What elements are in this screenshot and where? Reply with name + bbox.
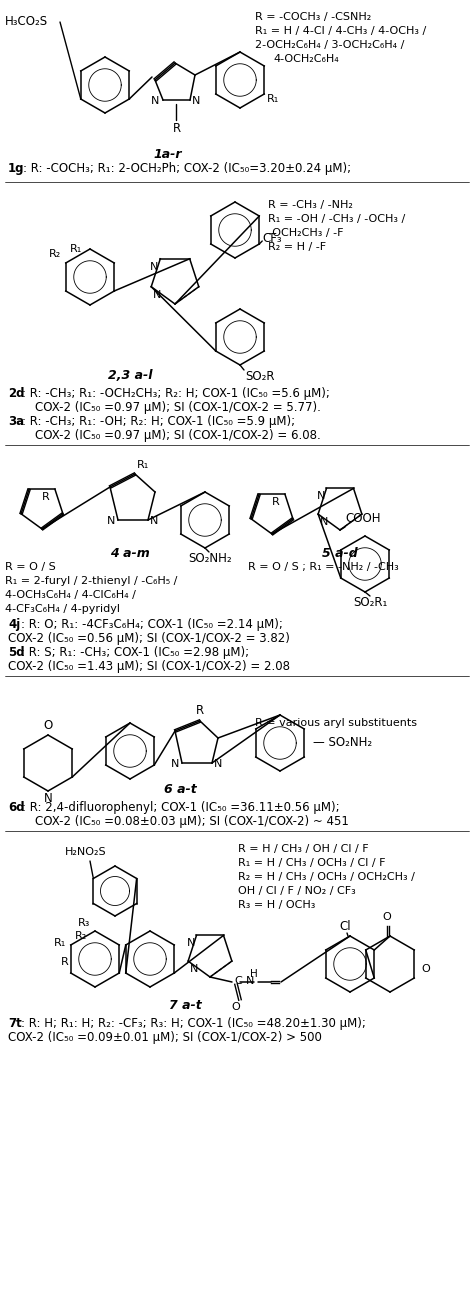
Text: R₁ = H / 4-Cl / 4-CH₃ / 4-OCH₃ /: R₁ = H / 4-Cl / 4-CH₃ / 4-OCH₃ / <box>255 26 426 36</box>
Text: H: H <box>250 969 258 979</box>
Text: COX-2 (IC₅₀ =0.56 μM); SI (COX-1/COX-2 = 3.82): COX-2 (IC₅₀ =0.56 μM); SI (COX-1/COX-2 =… <box>8 632 290 645</box>
Text: R = -CH₃ / -NH₂: R = -CH₃ / -NH₂ <box>268 200 353 210</box>
Text: SO₂R: SO₂R <box>245 370 274 383</box>
Text: H₃CO₂S: H₃CO₂S <box>5 16 48 29</box>
Text: 6 a-t: 6 a-t <box>164 783 196 796</box>
Text: Cl: Cl <box>339 920 351 933</box>
Text: 5 a-d: 5 a-d <box>322 547 358 560</box>
Text: N: N <box>150 516 158 527</box>
Text: N: N <box>187 939 195 948</box>
Text: 4 a-m: 4 a-m <box>110 547 150 560</box>
Text: R: R <box>173 122 181 135</box>
Text: N: N <box>44 792 52 805</box>
Text: R: R <box>272 497 280 507</box>
Text: : R: -CH₃; R₁: -OCH₂CH₃; R₂: H; COX-1 (IC₅₀ =5.6 μM);: : R: -CH₃; R₁: -OCH₂CH₃; R₂: H; COX-1 (I… <box>22 387 330 399</box>
Text: : R: O; R₁: -4CF₃C₆H₄; COX-1 (IC₅₀ =2.14 μM);: : R: O; R₁: -4CF₃C₆H₄; COX-1 (IC₅₀ =2.14… <box>21 617 283 632</box>
Text: N: N <box>192 96 201 106</box>
Text: R₃: R₃ <box>78 918 90 927</box>
Text: R = -COCH₃ / -CSNH₂: R = -COCH₃ / -CSNH₂ <box>255 12 371 22</box>
Text: N: N <box>107 516 115 527</box>
Text: N: N <box>151 96 159 106</box>
Text: 1a-r: 1a-r <box>154 148 182 161</box>
Text: R = O / S: R = O / S <box>5 562 56 572</box>
Text: R₁: R₁ <box>137 460 149 470</box>
Text: R = H / CH₃ / OH / Cl / F: R = H / CH₃ / OH / Cl / F <box>238 844 369 853</box>
Text: H₂NO₂S: H₂NO₂S <box>65 847 107 857</box>
Text: O: O <box>232 1003 240 1012</box>
Text: N: N <box>246 977 255 986</box>
Text: R₁ = -OH / -CH₃ / -OCH₃ /: R₁ = -OH / -CH₃ / -OCH₃ / <box>268 214 405 224</box>
Text: OH / Cl / F / NO₂ / CF₃: OH / Cl / F / NO₂ / CF₃ <box>238 886 356 896</box>
Text: N: N <box>150 262 158 272</box>
Text: SO₂NH₂: SO₂NH₂ <box>188 553 232 565</box>
Text: 5d: 5d <box>8 646 25 659</box>
Text: R: R <box>42 492 50 502</box>
Text: 4j: 4j <box>8 617 20 632</box>
Text: -OCH₂CH₃ / -F: -OCH₂CH₃ / -F <box>268 228 344 239</box>
Text: COOH: COOH <box>345 512 381 525</box>
Text: 2,3 a-l: 2,3 a-l <box>108 370 152 383</box>
Text: C: C <box>234 977 242 986</box>
Text: R₂: R₂ <box>48 249 61 259</box>
Text: COX-2 (IC₅₀ =0.09±0.01 μM); SI (COX-1/COX-2) > 500: COX-2 (IC₅₀ =0.09±0.01 μM); SI (COX-1/CO… <box>8 1031 322 1044</box>
Text: R = O / S ; R₁ = -NH₂ / -CH₃: R = O / S ; R₁ = -NH₂ / -CH₃ <box>248 562 399 572</box>
Text: : R: 2,4-difluorophenyl; COX-1 (IC₅₀ =36.11±0.56 μM);: : R: 2,4-difluorophenyl; COX-1 (IC₅₀ =36… <box>22 802 340 815</box>
Text: 2d: 2d <box>8 387 25 399</box>
Text: O: O <box>44 719 53 732</box>
Text: COX-2 (IC₅₀ =0.97 μM); SI (COX-1/COX-2 = 5.77).: COX-2 (IC₅₀ =0.97 μM); SI (COX-1/COX-2 =… <box>35 401 321 414</box>
Text: N: N <box>171 759 179 769</box>
Text: O: O <box>383 912 392 922</box>
Text: N: N <box>317 492 326 502</box>
Text: : R: H; R₁: H; R₂: -CF₃; R₃: H; COX-1 (IC₅₀ =48.20±1.30 μM);: : R: H; R₁: H; R₂: -CF₃; R₃: H; COX-1 (I… <box>21 1017 366 1030</box>
Text: 3a: 3a <box>8 415 24 428</box>
Text: R₁: R₁ <box>70 244 82 254</box>
Text: 4-OCH₃C₆H₄ / 4-ClC₆H₄ /: 4-OCH₃C₆H₄ / 4-ClC₆H₄ / <box>5 590 136 601</box>
Text: R₁: R₁ <box>267 93 280 104</box>
Text: N: N <box>190 964 199 974</box>
Text: COX-2 (IC₅₀ =0.08±0.03 μM); SI (COX-1/COX-2) ~ 451: COX-2 (IC₅₀ =0.08±0.03 μM); SI (COX-1/CO… <box>35 815 349 827</box>
Text: COX-2 (IC₅₀ =1.43 μM); SI (COX-1/COX-2) = 2.08: COX-2 (IC₅₀ =1.43 μM); SI (COX-1/COX-2) … <box>8 660 290 673</box>
Text: R: R <box>196 704 204 717</box>
Text: R₁ = 2-furyl / 2-thienyl / -C₆H₅ /: R₁ = 2-furyl / 2-thienyl / -C₆H₅ / <box>5 576 177 586</box>
Text: O: O <box>421 964 430 974</box>
Text: R: R <box>61 957 69 968</box>
Text: R₂ = H / CH₃ / OCH₃ / OCH₂CH₃ /: R₂ = H / CH₃ / OCH₃ / OCH₂CH₃ / <box>238 872 415 882</box>
Text: N: N <box>153 289 162 300</box>
Text: R₂: R₂ <box>75 931 87 942</box>
Text: — SO₂NH₂: — SO₂NH₂ <box>313 737 372 750</box>
Text: R₃ = H / OCH₃: R₃ = H / OCH₃ <box>238 900 315 910</box>
Text: 7t: 7t <box>8 1017 22 1030</box>
Text: 4-CF₃C₆H₄ / 4-pyridyl: 4-CF₃C₆H₄ / 4-pyridyl <box>5 604 120 613</box>
Text: R₁ = H / CH₃ / OCH₃ / Cl / F: R₁ = H / CH₃ / OCH₃ / Cl / F <box>238 859 385 868</box>
Text: 4-OCH₂C₆H₄: 4-OCH₂C₆H₄ <box>273 54 339 64</box>
Text: SO₂R₁: SO₂R₁ <box>353 597 387 610</box>
Text: 7 a-t: 7 a-t <box>169 999 201 1012</box>
Text: N: N <box>320 518 328 527</box>
Text: CF₃: CF₃ <box>262 232 282 245</box>
Text: N: N <box>214 759 222 769</box>
Text: R₂ = H / -F: R₂ = H / -F <box>268 243 326 252</box>
Text: R = various aryl substituents: R = various aryl substituents <box>255 719 417 728</box>
Text: 1g: 1g <box>8 162 25 175</box>
Text: 6d: 6d <box>8 802 25 815</box>
Text: R₁: R₁ <box>54 938 66 948</box>
Text: 2-OCH₂C₆H₄ / 3-OCH₂C₆H₄ /: 2-OCH₂C₆H₄ / 3-OCH₂C₆H₄ / <box>255 40 404 51</box>
Text: : R: S; R₁: -CH₃; COX-1 (IC₅₀ =2.98 μM);: : R: S; R₁: -CH₃; COX-1 (IC₅₀ =2.98 μM); <box>21 646 249 659</box>
Text: : R: -CH₃; R₁: -OH; R₂: H; COX-1 (IC₅₀ =5.9 μM);: : R: -CH₃; R₁: -OH; R₂: H; COX-1 (IC₅₀ =… <box>22 415 295 428</box>
Text: : R: -COCH₃; R₁: 2-OCH₂Ph; COX-2 (IC₅₀=3.20±0.24 μM);: : R: -COCH₃; R₁: 2-OCH₂Ph; COX-2 (IC₅₀=3… <box>23 162 351 175</box>
Text: COX-2 (IC₅₀ =0.97 μM); SI (COX-1/COX-2) = 6.08.: COX-2 (IC₅₀ =0.97 μM); SI (COX-1/COX-2) … <box>35 429 321 442</box>
